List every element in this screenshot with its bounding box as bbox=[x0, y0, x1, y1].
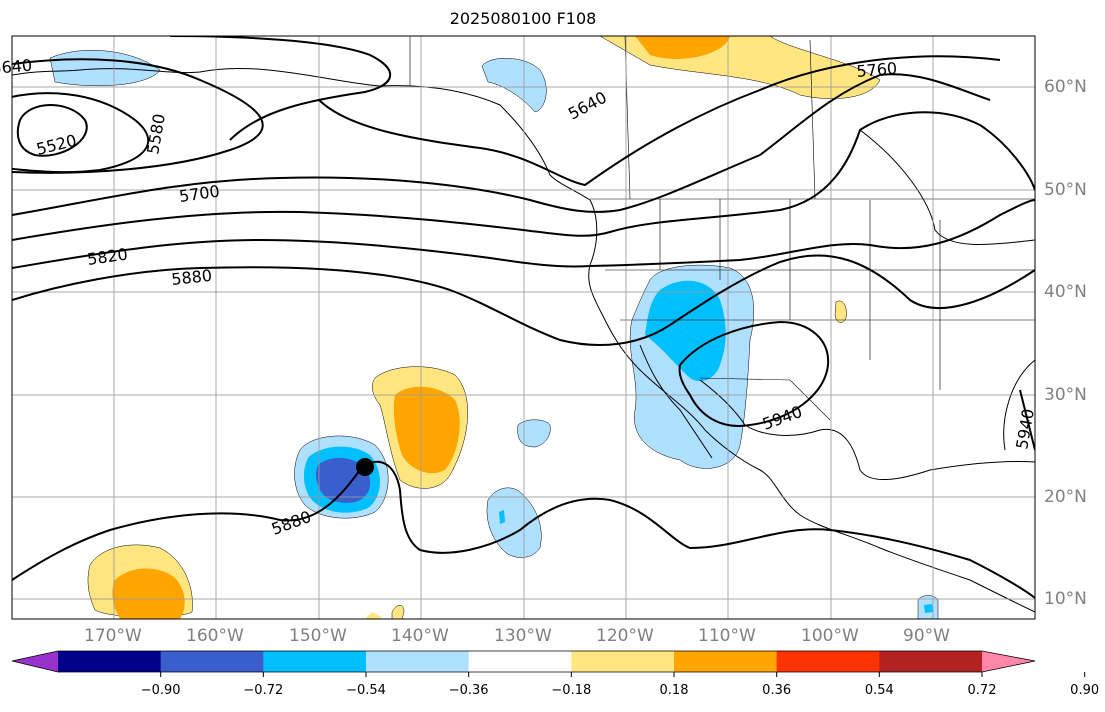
colorbar-extend-low bbox=[12, 651, 58, 672]
lat-label: 50°N bbox=[1044, 180, 1087, 200]
lon-label: 110°W bbox=[698, 626, 756, 646]
colorbar-segment bbox=[468, 651, 572, 672]
colorbar-segment bbox=[58, 651, 162, 672]
colorbar-segment bbox=[879, 651, 983, 672]
colorbar-tick-label: 0.36 bbox=[762, 683, 792, 698]
colorbar-tick-label: −0.18 bbox=[551, 683, 592, 698]
lon-label: 130°W bbox=[494, 626, 552, 646]
colorbar-tick-label: −0.36 bbox=[448, 683, 489, 698]
colorbar-extend-high bbox=[982, 651, 1035, 672]
colorbar-tick-label: −0.54 bbox=[346, 683, 386, 698]
colorbar-tick-label: 0.90 bbox=[1070, 683, 1100, 698]
lon-label: 90°W bbox=[903, 626, 950, 646]
lat-label: 60°N bbox=[1044, 77, 1087, 97]
gridlines bbox=[12, 36, 1035, 619]
height-contours bbox=[12, 36, 1035, 599]
colorbar-segment bbox=[366, 651, 470, 672]
lon-label: 170°W bbox=[84, 626, 142, 646]
lat-label: 10°N bbox=[1044, 589, 1087, 609]
political-boundaries bbox=[409, 36, 1035, 421]
colorbar-segment bbox=[571, 651, 675, 672]
colorbar-tick-label: −0.72 bbox=[243, 683, 284, 698]
colorbar-segment bbox=[776, 651, 880, 672]
contour-label: 5880 bbox=[170, 266, 212, 289]
contour-label: 5640 bbox=[0, 56, 33, 78]
colorbar-segment bbox=[674, 651, 778, 672]
lon-label: 150°W bbox=[289, 626, 347, 646]
lat-label: 30°N bbox=[1044, 385, 1087, 405]
map-frame bbox=[11, 35, 1036, 620]
colorbar-tick-label: 0.18 bbox=[659, 683, 689, 698]
colorbar-tick-label: −0.90 bbox=[140, 683, 181, 698]
colorbar-tick-label: 0.54 bbox=[864, 683, 894, 698]
contour-label: 5760 bbox=[856, 59, 898, 81]
map-title: 2025080100 F108 bbox=[449, 9, 597, 28]
lon-label: 120°W bbox=[596, 626, 654, 646]
colorbar bbox=[11, 650, 1086, 677]
storm-center-marker bbox=[356, 458, 374, 476]
lat-label: 40°N bbox=[1044, 282, 1087, 302]
lon-label: 100°W bbox=[801, 626, 859, 646]
colorbar-segment bbox=[160, 651, 264, 672]
lon-label: 140°W bbox=[391, 626, 449, 646]
lon-label: 160°W bbox=[186, 626, 244, 646]
lat-label: 20°N bbox=[1044, 487, 1087, 507]
colorbar-tick-label: 0.72 bbox=[967, 683, 997, 698]
colorbar-segment bbox=[263, 651, 367, 672]
map-plot-area bbox=[12, 36, 1035, 619]
